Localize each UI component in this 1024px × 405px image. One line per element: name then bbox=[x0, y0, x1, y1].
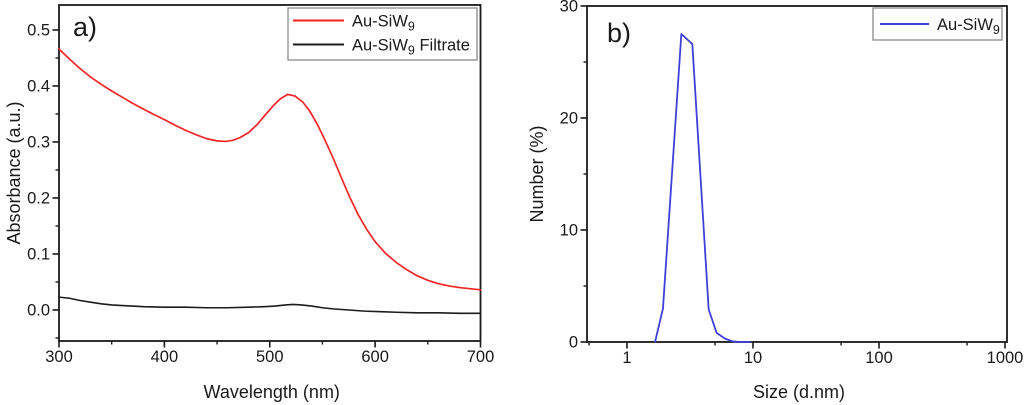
y-tick-label: 0 bbox=[569, 334, 578, 352]
series-line-au-siw9-filtrate bbox=[58, 296, 482, 315]
y-tick-label: 0.5 bbox=[27, 21, 50, 39]
y-tick-label: 0.4 bbox=[27, 77, 50, 95]
legend-label-au-siw9-filtrate: Au-SiW9 Filtrate bbox=[352, 37, 470, 58]
x-tick-label: 300 bbox=[45, 348, 73, 366]
panel-a: 300 400 500 600 700 0.0 0.1 0.2 0.3 0.4 0.5 Wavelen… bbox=[4, 4, 495, 402]
y-tick-label: 20 bbox=[560, 110, 578, 128]
x-tick-label: 1000 bbox=[987, 349, 1024, 367]
panel-b: 1 10 100 1000 0 10 20 30 Size (d.nm) Number (%) b)… bbox=[527, 0, 1023, 402]
y-tick-label: 30 bbox=[560, 0, 578, 16]
x-tick-label: 100 bbox=[865, 349, 893, 367]
x-tick-label: 400 bbox=[151, 348, 179, 366]
legend-label-au-siw9: Au-SiW9 bbox=[352, 13, 415, 34]
series-line-au-siw9 bbox=[654, 33, 752, 343]
x-tick-label: 10 bbox=[744, 349, 762, 367]
legend-box-a bbox=[287, 7, 478, 61]
legend-label-au-siw9: Au-SiW9 bbox=[937, 16, 1000, 37]
y-axis-title-a: Absorbance (a.u.) bbox=[4, 101, 24, 244]
plot-frame-b bbox=[586, 5, 1008, 343]
y-tick-label: 0.2 bbox=[27, 189, 50, 207]
y-tick-label: 0.3 bbox=[27, 133, 50, 151]
panel-letter-a: a) bbox=[73, 12, 97, 42]
x-tick-label: 700 bbox=[467, 348, 495, 366]
x-axis-title-b: Size (d.nm) bbox=[753, 382, 845, 402]
panel-letter-b: b) bbox=[607, 18, 631, 48]
y-tick-label: 0.0 bbox=[27, 301, 50, 319]
x-tick-label: 600 bbox=[361, 348, 389, 366]
y-tick-label: 10 bbox=[560, 222, 578, 240]
series-line-au-siw9 bbox=[58, 48, 482, 291]
x-tick-label: 1 bbox=[622, 349, 631, 367]
x-tick-label: 500 bbox=[256, 348, 284, 366]
y-axis-title-b: Number (%) bbox=[527, 125, 547, 222]
x-axis-title-a: Wavelength (nm) bbox=[204, 382, 340, 402]
y-tick-label: 0.1 bbox=[27, 245, 50, 263]
